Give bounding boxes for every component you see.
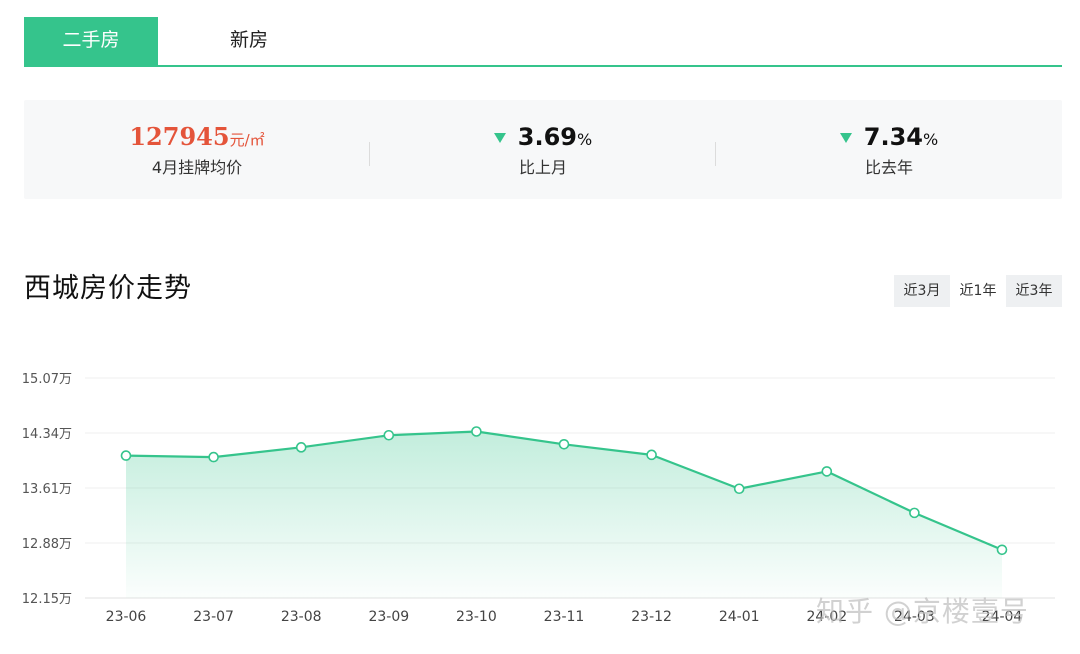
price-stats-panel: 127945元/㎡ 4月挂牌均价 3.69% 比上月 7.34% 比去年 — [24, 100, 1062, 199]
mom-value: 3.69 — [517, 123, 577, 151]
stat-divider — [715, 142, 716, 166]
x-tick-label: 23-10 — [456, 609, 497, 625]
x-tick-label: 24-03 — [894, 609, 935, 625]
avg-price-unit: 元/㎡ — [229, 131, 265, 149]
data-point — [821, 466, 833, 477]
y-tick-label: 12.88万 — [22, 537, 72, 552]
data-point — [558, 439, 570, 450]
x-tick-label: 24-01 — [719, 609, 760, 625]
x-tick-label: 23-07 — [193, 609, 234, 625]
data-point — [295, 442, 307, 453]
mom-label: 比上月 — [518, 158, 567, 177]
tab-new-home[interactable]: 新房 — [229, 29, 268, 51]
mom-unit: % — [577, 130, 593, 149]
data-point — [646, 449, 657, 461]
data-point — [996, 544, 1008, 556]
x-tick-label: 23-11 — [544, 609, 585, 625]
data-point — [733, 483, 745, 495]
yoy-value: 7.34 — [863, 123, 923, 151]
range-3-years-button[interactable]: 近3年 — [1006, 275, 1062, 307]
tab-second-hand[interactable]: 二手房 — [24, 17, 158, 65]
down-arrow-icon — [839, 132, 852, 143]
x-tick-label: 24-02 — [806, 609, 847, 625]
avg-price-value: 127945 — [129, 122, 230, 151]
mom-stat: 3.69% 比上月 — [370, 100, 716, 199]
y-tick-label: 15.07万 — [22, 372, 72, 387]
y-tick-label: 12.15万 — [22, 592, 72, 607]
data-point — [383, 429, 395, 441]
watermark: 知乎 @京楼壹号 — [816, 595, 1029, 628]
yoy-stat: 7.34% 比去年 — [716, 100, 1062, 199]
yoy-label: 比去年 — [864, 158, 913, 177]
avg-price-stat: 127945元/㎡ 4月挂牌均价 — [24, 100, 370, 199]
stat-divider — [369, 142, 370, 166]
y-tick-label: 14.34万 — [22, 427, 72, 442]
yoy-unit: % — [923, 130, 939, 149]
chart-title: 西城房价走势 — [24, 273, 192, 304]
data-point — [120, 450, 132, 461]
x-tick-label: 23-09 — [368, 609, 409, 625]
down-arrow-icon — [493, 132, 506, 143]
x-tick-label: 23-06 — [106, 609, 147, 625]
x-tick-label: 24-04 — [982, 609, 1023, 625]
data-point — [208, 451, 219, 463]
range-1-year-button[interactable]: 近1年 — [950, 275, 1006, 307]
price-trend-chart: 15.07万 14.34万 13.61万 12.88万 12.15万 23-06 23-0… — [22, 372, 1055, 625]
avg-price-label: 4月挂牌均价 — [151, 158, 243, 177]
range-3-months-button[interactable]: 近3月 — [894, 275, 950, 307]
x-tick-label: 23-08 — [281, 609, 322, 625]
series-area — [126, 431, 1002, 598]
x-tick-label: 23-12 — [631, 609, 672, 625]
property-type-tabs: 二手房 新房 — [24, 17, 1062, 67]
y-tick-label: 13.61万 — [22, 482, 72, 497]
data-point — [471, 426, 482, 437]
data-point — [909, 507, 920, 519]
